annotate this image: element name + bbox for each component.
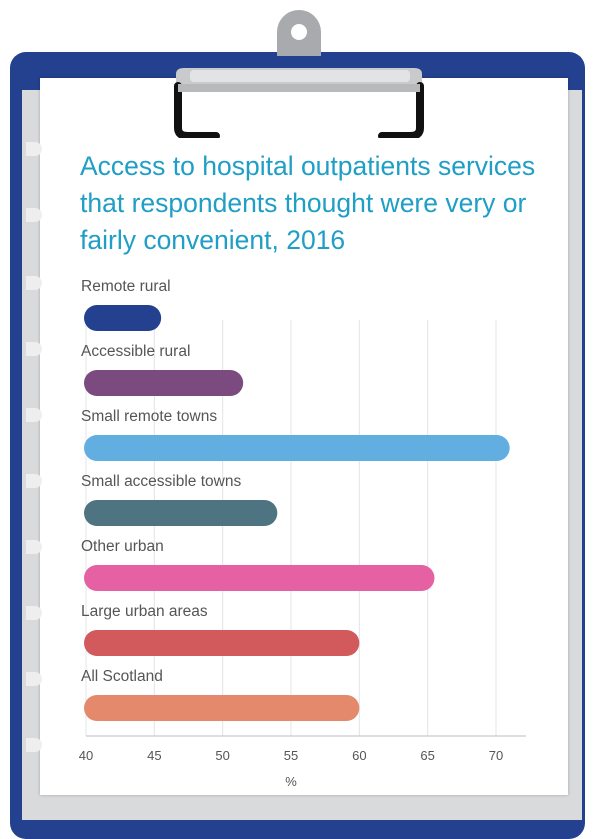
clip-ring-icon (277, 10, 321, 56)
x-tick-label: 55 (284, 748, 298, 763)
chart-title: Access to hospital outpatients services … (80, 151, 536, 255)
x-tick-label: 45 (147, 748, 161, 763)
bar (84, 435, 510, 461)
category-label: All Scotland (81, 668, 163, 685)
bar (84, 500, 278, 526)
bar (84, 630, 360, 656)
bar (84, 370, 244, 396)
clipboard-clip-icon (174, 68, 424, 138)
category-label: Small accessible towns (81, 473, 241, 490)
x-axis-label: % (285, 774, 297, 789)
category-label: Small remote towns (81, 408, 217, 425)
bar (84, 695, 360, 721)
x-tick-label: 70 (489, 748, 503, 763)
category-label: Accessible rural (81, 343, 190, 360)
bar (84, 305, 162, 331)
bar (84, 565, 435, 591)
category-label: Other urban (81, 538, 164, 555)
x-tick-label: 65 (420, 748, 434, 763)
x-tick-label: 60 (352, 748, 366, 763)
category-label: Remote rural (81, 278, 171, 295)
x-tick-label: 40 (79, 748, 93, 763)
category-label: Large urban areas (81, 603, 208, 620)
x-tick-label: 50 (215, 748, 229, 763)
